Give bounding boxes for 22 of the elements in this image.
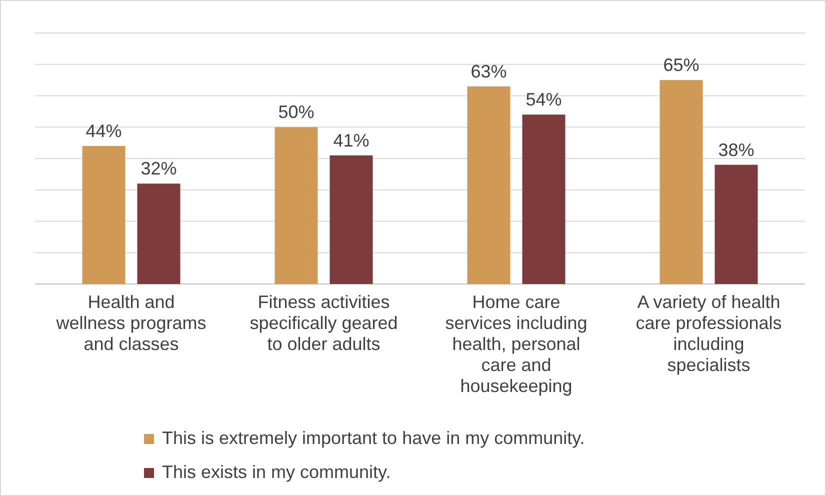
legend-label: This exists in my community. — [162, 462, 391, 482]
x-tick-label: Home care services including health, personal care and housekeeping — [445, 292, 588, 396]
x-tick-label: Health and wellness programs and classes — [55, 292, 206, 354]
data-label: 44% — [86, 120, 122, 141]
x-tick-label: A variety of health care professionals including specialists — [636, 292, 782, 375]
data-label: 54% — [526, 90, 562, 110]
legend-label: This is extremely important to have in my community. — [162, 428, 585, 448]
bar — [137, 184, 180, 284]
bar — [660, 80, 703, 284]
bar — [82, 146, 126, 284]
data-label: 32% — [140, 158, 177, 179]
data-label: 63% — [470, 61, 507, 82]
data-label: 65% — [663, 55, 700, 76]
bar — [330, 155, 373, 284]
x-tick-label: Fitness activities specifically geared to older adults — [250, 292, 398, 354]
data-label: 50% — [278, 102, 314, 122]
bar — [274, 127, 318, 284]
data-label: 38% — [718, 140, 754, 160]
data-label: 41% — [333, 130, 370, 150]
bar — [522, 114, 566, 284]
bar — [714, 164, 758, 284]
bar — [467, 86, 510, 284]
